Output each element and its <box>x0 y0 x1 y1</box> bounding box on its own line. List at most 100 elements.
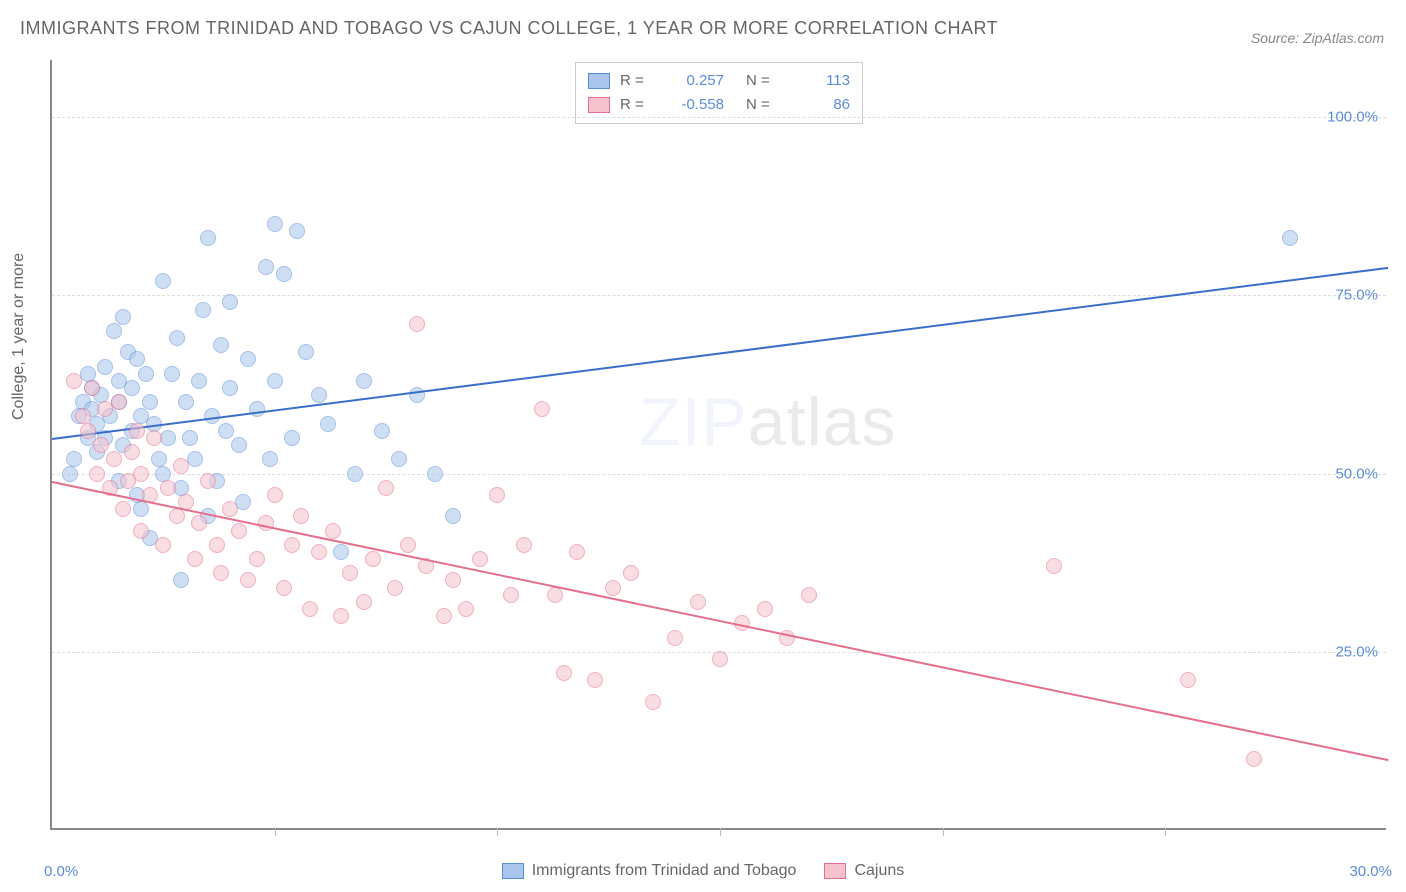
data-point-series-1 <box>569 544 585 560</box>
data-point-series-1 <box>302 601 318 617</box>
data-point-series-0 <box>62 466 78 482</box>
data-point-series-0 <box>173 572 189 588</box>
data-point-series-1 <box>400 537 416 553</box>
data-point-series-1 <box>556 665 572 681</box>
legend-series: Immigrants from Trinidad and Tobago Caju… <box>0 862 1406 880</box>
swatch-series-0 <box>502 863 524 879</box>
data-point-series-1 <box>155 537 171 553</box>
data-point-series-1 <box>222 501 238 517</box>
chart-title: IMMIGRANTS FROM TRINIDAD AND TOBAGO VS C… <box>20 18 998 39</box>
data-point-series-0 <box>276 266 292 282</box>
data-point-series-0 <box>213 337 229 353</box>
data-point-series-0 <box>262 451 278 467</box>
data-point-series-0 <box>258 259 274 275</box>
data-point-series-1 <box>516 537 532 553</box>
data-point-series-0 <box>106 323 122 339</box>
data-point-series-1 <box>115 501 131 517</box>
data-point-series-1 <box>187 551 203 567</box>
legend-row-1: R = 0.257 N = 113 <box>588 69 850 93</box>
value-n-1: 86 <box>790 93 850 117</box>
data-point-series-1 <box>276 580 292 596</box>
data-point-series-0 <box>138 366 154 382</box>
data-point-series-1 <box>1180 672 1196 688</box>
data-point-series-0 <box>124 380 140 396</box>
data-point-series-1 <box>378 480 394 496</box>
legend-row-2: R = -0.558 N = 86 <box>588 93 850 117</box>
data-point-series-0 <box>200 230 216 246</box>
data-point-series-1 <box>133 523 149 539</box>
legend-label-1: Cajuns <box>854 862 904 880</box>
data-point-series-0 <box>231 437 247 453</box>
data-point-series-0 <box>284 430 300 446</box>
x-tick <box>943 828 944 836</box>
data-point-series-1 <box>84 380 100 396</box>
data-point-series-0 <box>249 401 265 417</box>
data-point-series-0 <box>133 501 149 517</box>
data-point-series-1 <box>133 466 149 482</box>
gridline-h <box>52 117 1386 118</box>
data-point-series-1 <box>342 565 358 581</box>
data-point-series-0 <box>298 344 314 360</box>
data-point-series-1 <box>325 523 341 539</box>
data-point-series-0 <box>129 351 145 367</box>
data-point-series-1 <box>690 594 706 610</box>
swatch-series-1 <box>588 97 610 113</box>
y-tick-label: 100.0% <box>1327 109 1378 126</box>
data-point-series-1 <box>213 565 229 581</box>
data-point-series-0 <box>267 373 283 389</box>
watermark-suffix: atlas <box>748 384 897 460</box>
data-point-series-1 <box>409 316 425 332</box>
data-point-series-1 <box>111 394 127 410</box>
data-point-series-1 <box>129 423 145 439</box>
data-point-series-1 <box>623 565 639 581</box>
data-point-series-1 <box>311 544 327 560</box>
data-point-series-1 <box>365 551 381 567</box>
data-point-series-1 <box>801 587 817 603</box>
value-n-0: 113 <box>790 69 850 93</box>
data-point-series-1 <box>173 458 189 474</box>
data-point-series-0 <box>66 451 82 467</box>
data-point-series-0 <box>391 451 407 467</box>
data-point-series-1 <box>445 572 461 588</box>
y-tick-label: 50.0% <box>1335 465 1378 482</box>
data-point-series-0 <box>115 309 131 325</box>
trendline-series-1 <box>52 481 1388 761</box>
data-point-series-1 <box>645 694 661 710</box>
data-point-series-1 <box>200 473 216 489</box>
data-point-series-0 <box>169 330 185 346</box>
data-point-series-1 <box>169 508 185 524</box>
label-n: N = <box>746 69 780 93</box>
value-r-1: -0.558 <box>664 93 724 117</box>
data-point-series-1 <box>240 572 256 588</box>
data-point-series-1 <box>436 608 452 624</box>
data-point-series-1 <box>757 601 773 617</box>
label-r: R = <box>620 93 654 117</box>
data-point-series-0 <box>97 359 113 375</box>
data-point-series-1 <box>587 672 603 688</box>
data-point-series-0 <box>427 466 443 482</box>
data-point-series-0 <box>195 302 211 318</box>
data-point-series-0 <box>445 508 461 524</box>
x-tick <box>497 828 498 836</box>
data-point-series-0 <box>374 423 390 439</box>
y-tick-label: 75.0% <box>1335 287 1378 304</box>
watermark: ZIPatlas <box>639 383 896 461</box>
data-point-series-1 <box>1246 751 1262 767</box>
gridline-h <box>52 295 1386 296</box>
plot-wrap: ZIPatlas R = 0.257 N = 113 R = -0.558 N … <box>50 60 1386 830</box>
x-tick <box>275 828 276 836</box>
data-point-series-1 <box>209 537 225 553</box>
data-point-series-1 <box>503 587 519 603</box>
data-point-series-1 <box>667 630 683 646</box>
data-point-series-0 <box>320 416 336 432</box>
data-point-series-0 <box>347 466 363 482</box>
data-point-series-1 <box>80 423 96 439</box>
data-point-series-0 <box>267 216 283 232</box>
data-point-series-1 <box>1046 558 1062 574</box>
data-point-series-1 <box>284 537 300 553</box>
data-point-series-1 <box>231 523 247 539</box>
data-point-series-1 <box>458 601 474 617</box>
data-point-series-0 <box>164 366 180 382</box>
data-point-series-1 <box>387 580 403 596</box>
data-point-series-1 <box>267 487 283 503</box>
